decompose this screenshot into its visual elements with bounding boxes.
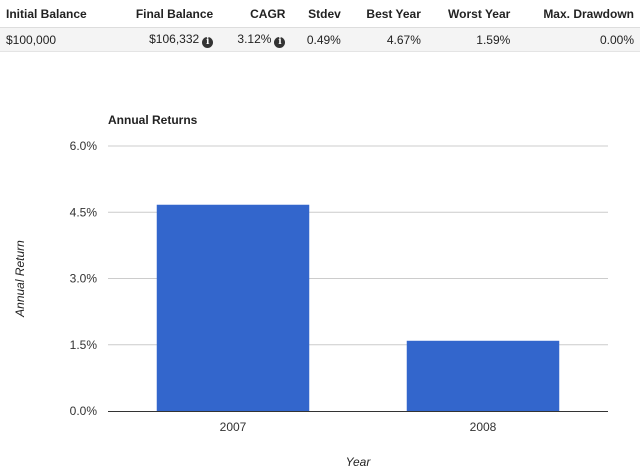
header-best-year: Best Year [346, 0, 427, 28]
chart-bars [156, 204, 560, 411]
header-cagr: CAGR [219, 0, 292, 28]
value-initial-balance: $100,000 [0, 27, 112, 52]
summary-values-row: $100,000 $106,332 i 3.12% i 0.49% 4.67% 1.… [0, 27, 640, 52]
value-max-drawdown: 0.00% [516, 27, 640, 52]
y-axis-label: Annual Return [13, 240, 27, 318]
value-best-year: 4.67% [346, 27, 427, 52]
y-axis-ticks: 0.0% 1.5% 3.0% 4.5% 6.0% [70, 139, 98, 418]
bar-2007[interactable] [156, 204, 310, 411]
header-final-balance: Final Balance [111, 0, 220, 28]
x-axis-ticks: 2007 2008 [220, 420, 497, 434]
bar-2008[interactable] [406, 340, 560, 411]
max-drawdown-value: 0.00% [599, 32, 634, 47]
annual-returns-chart: Annual Returns 0.0% 1.5% 3.0% 4.5% 6.0% 2007… [13, 113, 608, 469]
header-max-drawdown: Max. Drawdown [516, 0, 640, 28]
stdev-value: 0.49% [306, 32, 341, 47]
value-cagr: 3.12% i [219, 27, 292, 52]
chart-title: Annual Returns [108, 113, 198, 127]
info-icon[interactable]: i [202, 36, 214, 48]
initial-balance-value: $100,000 [6, 32, 57, 47]
best-year-value: 4.67% [386, 32, 421, 47]
cagr-value: 3.12% [237, 31, 272, 46]
worst-year-value: 1.59% [476, 32, 511, 47]
x-tick-label: 2008 [470, 420, 497, 434]
x-axis-label: Year [346, 455, 372, 469]
value-final-balance: $106,332 i [111, 27, 220, 52]
y-tick-label: 0.0% [70, 404, 98, 418]
summary-table: Initial Balance Final Balance CAGR Stdev… [0, 0, 640, 52]
summary-header-row: Initial Balance Final Balance CAGR Stdev… [0, 0, 640, 28]
y-tick-label: 1.5% [70, 338, 98, 352]
final-balance-value: $106,332 [149, 31, 200, 46]
header-worst-year: Worst Year [426, 0, 517, 28]
y-tick-label: 6.0% [70, 139, 98, 153]
y-tick-label: 3.0% [70, 272, 98, 286]
header-initial-balance: Initial Balance [0, 0, 112, 28]
y-tick-label: 4.5% [70, 205, 98, 219]
value-worst-year: 1.59% [426, 27, 517, 52]
header-stdev: Stdev [291, 0, 347, 28]
x-tick-label: 2007 [220, 420, 247, 434]
info-icon[interactable]: i [274, 36, 286, 48]
value-stdev: 0.49% [291, 27, 347, 52]
